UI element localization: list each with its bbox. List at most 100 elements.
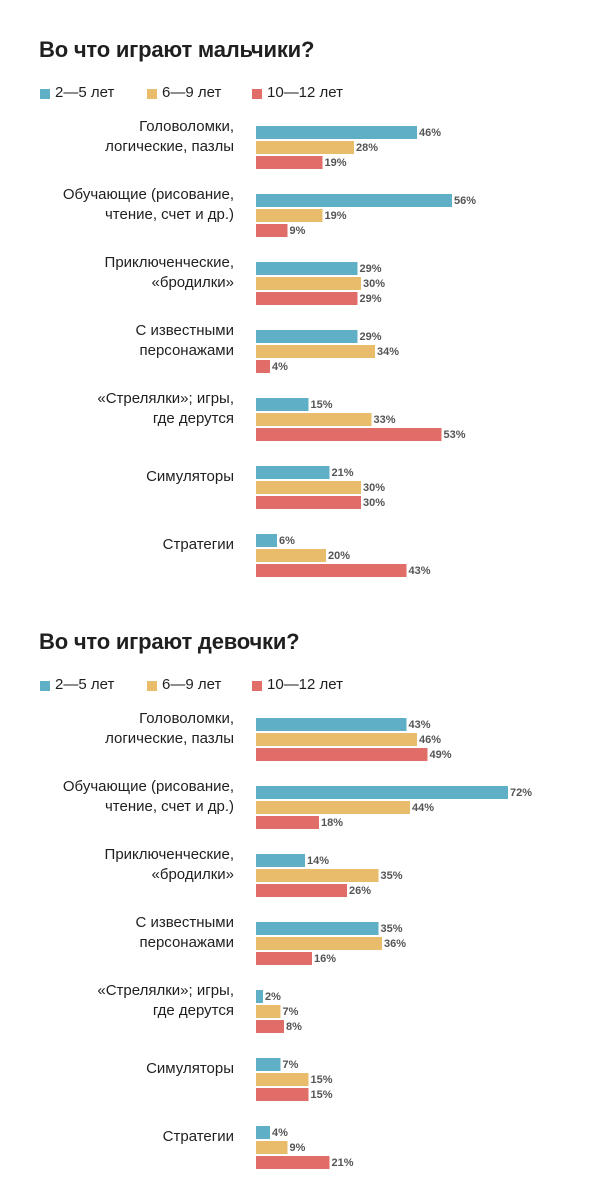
bar	[256, 1141, 288, 1154]
chart-title: Во что играют мальчики?	[39, 37, 315, 62]
value-label: 18%	[321, 817, 343, 829]
legend-label: 6—9 лет	[162, 676, 222, 693]
category-label: С известными персонажами	[135, 914, 234, 951]
value-label: 16%	[314, 953, 336, 965]
bar	[256, 156, 323, 169]
bar	[256, 209, 323, 222]
bar	[256, 718, 407, 731]
value-label: 34%	[377, 346, 399, 358]
value-label: 35%	[381, 870, 403, 882]
bar	[256, 884, 347, 897]
category-label-line: «бродилки»	[152, 274, 234, 291]
category-label: Обучающие (рисование, чтение, счет и др.)	[63, 778, 234, 815]
value-label: 19%	[325, 157, 347, 169]
bar	[256, 952, 312, 965]
bar	[256, 1073, 309, 1086]
bar	[256, 466, 330, 479]
category-label-line: персонажами	[139, 934, 234, 951]
bar	[256, 801, 410, 814]
value-label: 46%	[419, 734, 441, 746]
bar	[256, 277, 361, 290]
value-label: 35%	[381, 923, 403, 935]
category-label-line: Головоломки,	[139, 710, 234, 727]
category-label-line: Обучающие (рисование,	[63, 778, 234, 795]
category-label: Приключенческие, «бродилки»	[105, 254, 234, 291]
value-label: 44%	[412, 802, 434, 814]
value-label: 15%	[311, 1074, 333, 1086]
legend-swatch	[40, 681, 50, 691]
category-label: Головоломки, логические, пазлы	[105, 118, 234, 155]
value-label: 53%	[444, 429, 466, 441]
bar	[256, 733, 417, 746]
category-label-line: логические, пазлы	[105, 138, 234, 155]
bar	[256, 549, 326, 562]
bar-plot: Головоломки, логические, пазлы 43% 46% 49% Об…	[63, 710, 532, 1169]
chart-title: Во что играют девочки?	[39, 629, 300, 654]
bar	[256, 786, 508, 799]
legend-label: 10—12 лет	[267, 676, 344, 693]
category-label-line: Головоломки,	[139, 118, 234, 135]
category-label-line: Стратегии	[163, 1128, 234, 1145]
value-label: 14%	[307, 855, 329, 867]
legend-swatch	[147, 89, 157, 99]
category-label-line: С известными	[135, 322, 234, 339]
value-label: 15%	[311, 399, 333, 411]
value-label: 21%	[332, 1157, 354, 1169]
bar	[256, 413, 372, 426]
value-label: 6%	[279, 535, 295, 547]
value-label: 33%	[374, 414, 396, 426]
value-label: 2%	[265, 991, 281, 1003]
value-label: 15%	[311, 1089, 333, 1101]
bar	[256, 564, 407, 577]
bar	[256, 1088, 309, 1101]
category-label-line: чтение, счет и др.)	[105, 798, 234, 815]
legend-label: 10—12 лет	[267, 84, 344, 101]
category-label: Стратегии	[163, 536, 234, 553]
bar	[256, 534, 277, 547]
category-label-line: Приключенческие,	[105, 254, 234, 271]
legend-swatch	[252, 89, 262, 99]
bar	[256, 748, 428, 761]
value-label: 30%	[363, 482, 385, 494]
bar	[256, 194, 452, 207]
value-label: 72%	[510, 787, 532, 799]
bar	[256, 224, 288, 237]
legend-swatch	[147, 681, 157, 691]
category-label: Приключенческие, «бродилки»	[105, 846, 234, 883]
value-label: 43%	[409, 719, 431, 731]
bar	[256, 360, 270, 373]
bar	[256, 262, 358, 275]
value-label: 56%	[454, 195, 476, 207]
value-label: 29%	[360, 263, 382, 275]
value-label: 43%	[409, 565, 431, 577]
value-label: 29%	[360, 293, 382, 305]
category-label-line: «бродилки»	[152, 866, 234, 883]
bar	[256, 854, 305, 867]
value-label: 7%	[283, 1059, 299, 1071]
category-label-line: Стратегии	[163, 536, 234, 553]
category-label-line: «Стрелялки»; игры,	[97, 390, 234, 407]
legend-label: 2—5 лет	[55, 84, 115, 101]
category-label-line: Приключенческие,	[105, 846, 234, 863]
category-label-line: Симуляторы	[146, 1060, 234, 1077]
bar	[256, 1156, 330, 1169]
value-label: 30%	[363, 278, 385, 290]
category-label-line: где дерутся	[153, 410, 234, 427]
category-label: Стратегии	[163, 1128, 234, 1145]
value-label: 46%	[419, 127, 441, 139]
value-label: 30%	[363, 497, 385, 509]
bar	[256, 1020, 284, 1033]
value-label: 7%	[283, 1006, 299, 1018]
bar-plot: Головоломки, логические, пазлы 46% 28% 19% Об…	[63, 118, 476, 577]
value-label: 8%	[286, 1021, 302, 1033]
legend-label: 6—9 лет	[162, 84, 222, 101]
bar	[256, 922, 379, 935]
bar	[256, 398, 309, 411]
category-label: С известными персонажами	[135, 322, 234, 359]
bar	[256, 428, 442, 441]
value-label: 21%	[332, 467, 354, 479]
bar	[256, 990, 263, 1003]
value-label: 29%	[360, 331, 382, 343]
value-label: 9%	[290, 1142, 306, 1154]
category-label-line: персонажами	[139, 342, 234, 359]
